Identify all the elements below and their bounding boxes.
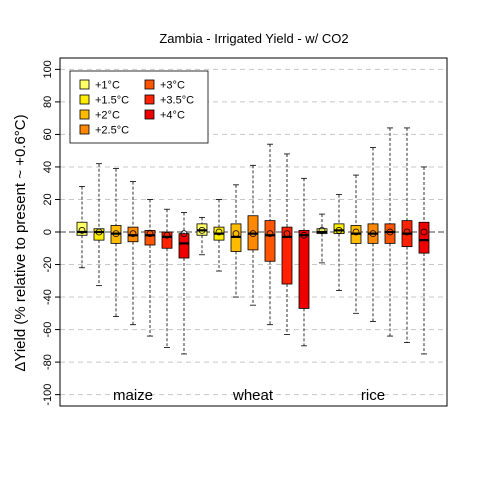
legend-swatch bbox=[79, 109, 90, 120]
box-iqr bbox=[76, 221, 88, 236]
box-wheat-0 bbox=[196, 216, 208, 256]
box-rice-5 bbox=[401, 127, 413, 343]
box-maize-6 bbox=[178, 212, 190, 355]
y-tick-label: 40 bbox=[42, 161, 54, 173]
legend-label: +3°C bbox=[160, 80, 185, 92]
box-rice-3 bbox=[367, 147, 379, 322]
box-rice-0 bbox=[316, 213, 328, 264]
box-iqr bbox=[384, 223, 396, 244]
box-wheat-1 bbox=[213, 199, 225, 272]
mean-marker bbox=[300, 231, 308, 239]
box-iqr bbox=[264, 220, 276, 262]
crop-label-rice: rice bbox=[361, 387, 385, 404]
box-wheat-4 bbox=[264, 143, 276, 326]
box-rice-2 bbox=[350, 174, 362, 314]
mean-marker bbox=[335, 226, 343, 234]
box-maize-0 bbox=[76, 186, 88, 269]
legend-item: +1.5°C bbox=[79, 94, 129, 107]
legend: +1°C +1.5°C +2°C +2.5°C +3°C +3.5°C +4°C bbox=[69, 70, 209, 144]
box-iqr bbox=[93, 228, 105, 241]
mean-marker bbox=[78, 226, 86, 234]
legend-label: +2.5°C bbox=[95, 125, 129, 137]
mean-marker bbox=[180, 230, 188, 238]
crop-labels: maize wheat rice bbox=[113, 387, 385, 404]
y-axis: -100 -80 -60 -40 -20 0 20 40 60 80 100 bbox=[42, 60, 60, 406]
crop-label-maize: maize bbox=[113, 387, 153, 404]
legend-label: +4°C bbox=[160, 110, 185, 122]
mean-marker bbox=[249, 230, 257, 238]
legend-item: +2.5°C bbox=[79, 124, 129, 137]
box-maize-4 bbox=[144, 199, 156, 337]
box-rice-1 bbox=[333, 194, 345, 291]
box-iqr bbox=[161, 231, 173, 249]
box-maize-3 bbox=[127, 181, 139, 326]
box-wheat-2 bbox=[230, 184, 242, 298]
y-tick-label: -20 bbox=[42, 257, 54, 273]
legend-box bbox=[69, 70, 209, 144]
box-maize-1 bbox=[93, 163, 105, 287]
mean-marker bbox=[283, 230, 291, 238]
mean-marker bbox=[420, 228, 428, 236]
mean-marker bbox=[386, 228, 394, 236]
chart-title: Zambia - Irrigated Yield - w/ CO2 bbox=[159, 31, 348, 46]
box-iqr bbox=[144, 229, 156, 246]
box-rice-6 bbox=[418, 166, 430, 355]
legend-label: +3.5°C bbox=[160, 95, 194, 107]
y-tick-label: 80 bbox=[42, 96, 54, 108]
box-maize-5 bbox=[161, 208, 173, 348]
box-wheat-5 bbox=[281, 153, 293, 335]
legend-swatch bbox=[144, 109, 155, 120]
box-iqr bbox=[333, 223, 345, 235]
legend-swatch bbox=[144, 94, 155, 105]
mean-marker bbox=[403, 228, 411, 236]
legend-item: +2°C bbox=[79, 109, 120, 122]
box-rice-4 bbox=[384, 127, 396, 337]
mean-marker bbox=[352, 228, 360, 236]
y-tick-label: 20 bbox=[42, 193, 54, 205]
legend-swatch bbox=[79, 79, 90, 90]
mean-marker bbox=[146, 230, 154, 238]
box-iqr bbox=[418, 221, 430, 254]
box-plots bbox=[76, 127, 430, 355]
y-tick-label: -40 bbox=[42, 289, 54, 305]
mean-marker bbox=[198, 226, 206, 234]
box-iqr bbox=[281, 226, 293, 285]
box-wheat-6 bbox=[298, 177, 310, 347]
legend-item: +3.5°C bbox=[144, 94, 194, 107]
box-wheat-3 bbox=[247, 164, 259, 306]
legend-swatch bbox=[144, 79, 155, 90]
y-tick-label: 100 bbox=[42, 60, 54, 78]
mean-marker bbox=[232, 230, 240, 238]
mean-marker bbox=[318, 226, 326, 234]
mean-marker bbox=[369, 230, 377, 238]
legend-label: +2°C bbox=[95, 110, 120, 122]
legend-swatch bbox=[79, 94, 90, 105]
y-tick-label: 60 bbox=[42, 128, 54, 140]
legend-item: +3°C bbox=[144, 79, 185, 92]
legend-label: +1.5°C bbox=[95, 95, 129, 107]
y-tick-label: -60 bbox=[42, 322, 54, 338]
box-iqr bbox=[178, 233, 190, 259]
box-iqr bbox=[298, 229, 310, 309]
legend-item: +1°C bbox=[79, 79, 120, 92]
legend-label: +1°C bbox=[95, 80, 120, 92]
legend-swatch bbox=[79, 124, 90, 135]
box-maize-2 bbox=[110, 168, 122, 317]
mean-marker bbox=[95, 228, 103, 236]
y-tick-label: -100 bbox=[42, 384, 54, 406]
y-tick-label: -80 bbox=[42, 354, 54, 370]
mean-marker bbox=[163, 231, 171, 239]
y-tick-label: 0 bbox=[42, 229, 54, 235]
mean-marker bbox=[215, 228, 223, 236]
mean-marker bbox=[112, 230, 120, 238]
y-axis-label: ΔYield (% relative to present ~ +0.6°C) bbox=[12, 114, 29, 371]
mean-marker bbox=[266, 230, 274, 238]
legend-item: +4°C bbox=[144, 109, 185, 122]
crop-label-wheat: wheat bbox=[232, 387, 274, 404]
mean-marker bbox=[129, 230, 137, 238]
